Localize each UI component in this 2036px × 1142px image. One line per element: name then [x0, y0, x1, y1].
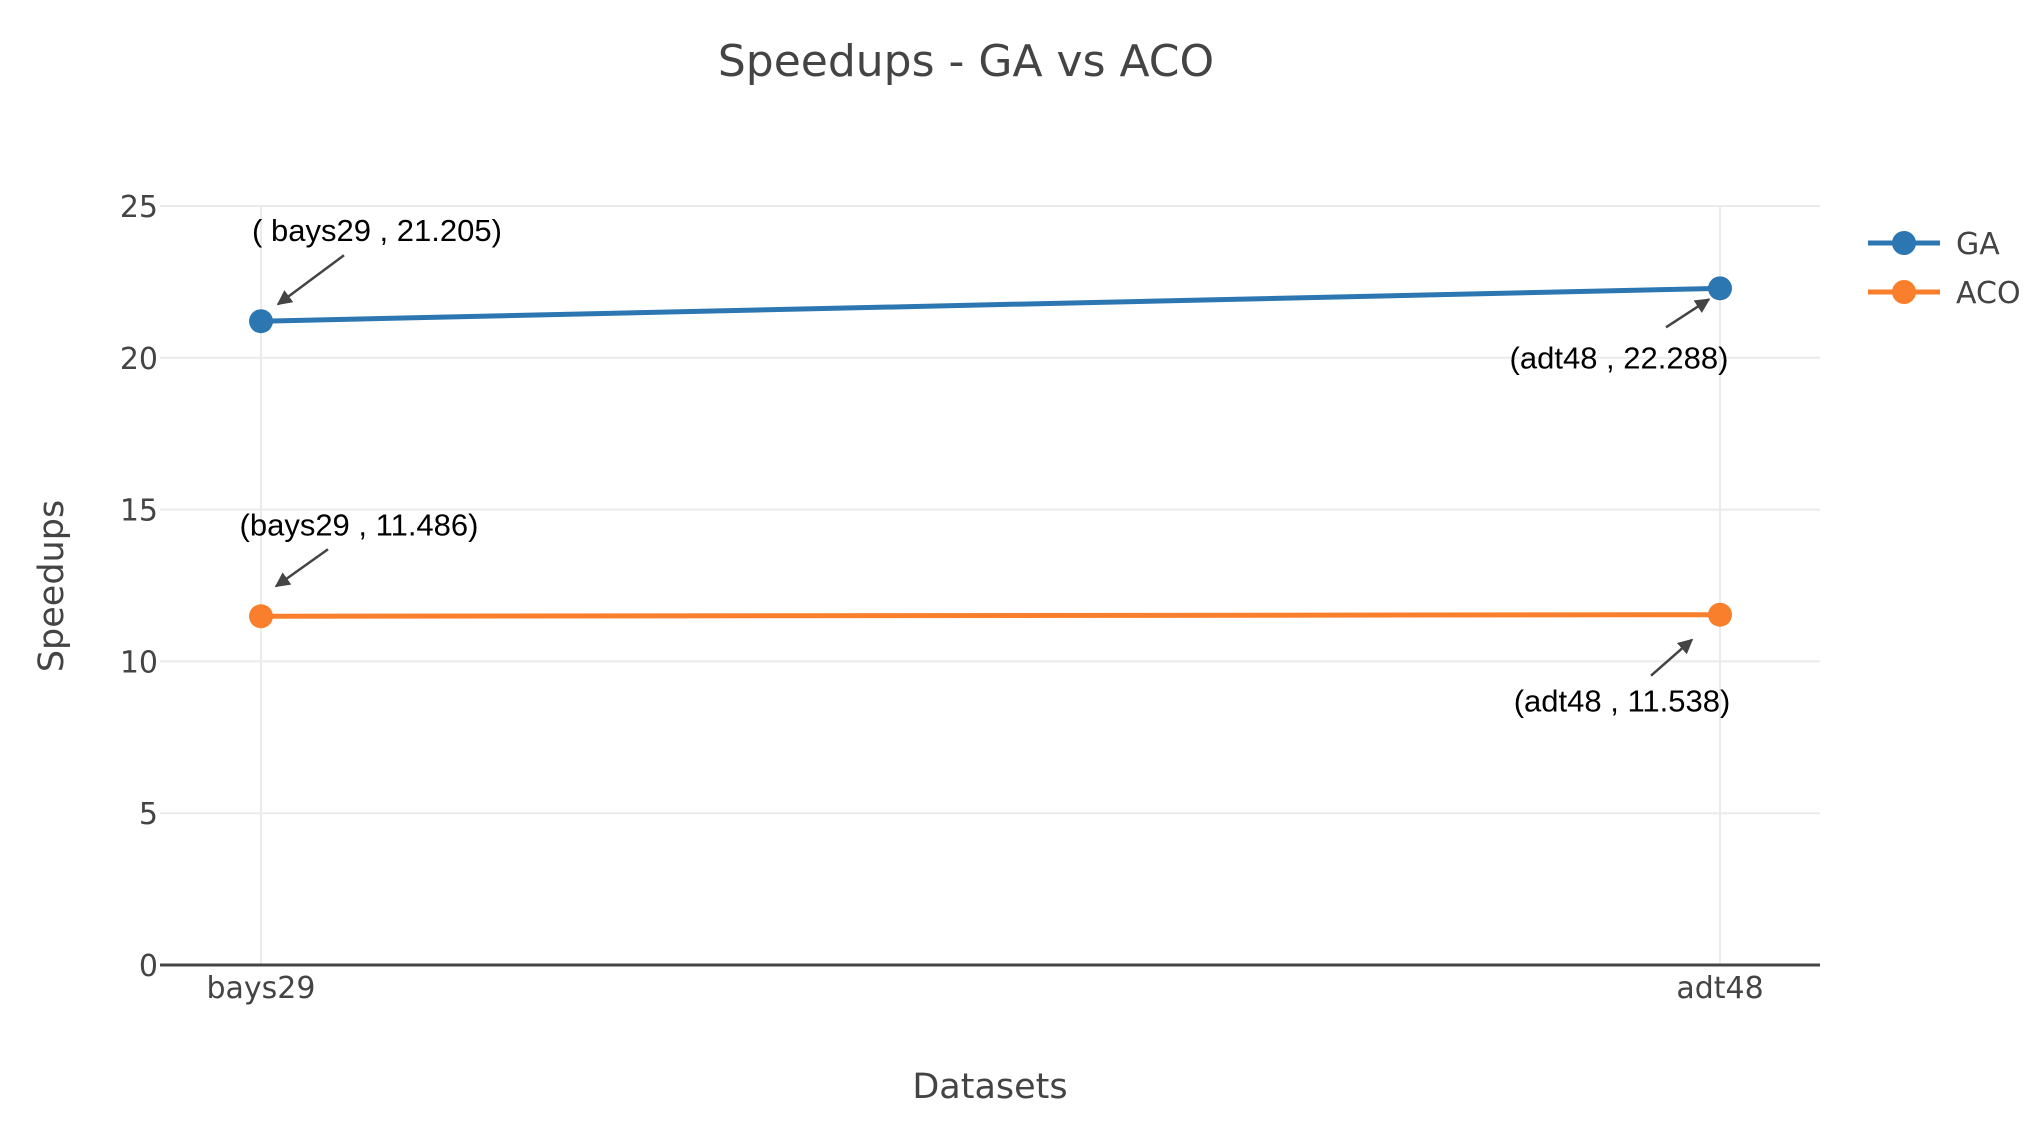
- data-point[interactable]: [1708, 276, 1732, 301]
- x-tick-label: bays29: [207, 971, 316, 1006]
- annotation-arrow: [274, 548, 329, 588]
- series-layer: [249, 276, 1732, 629]
- series-line: [260, 285, 1721, 324]
- y-tick-label: 0: [139, 949, 158, 984]
- legend-item-aco[interactable]: ACO: [1868, 276, 2021, 311]
- legend-item-ga[interactable]: GA: [1868, 227, 2000, 262]
- annotation-label: (bays29 , 11.486): [240, 507, 479, 542]
- legend-marker: [1892, 280, 1916, 304]
- x-axis-ticks: bays29 adt48: [207, 971, 1764, 1006]
- y-tick-label: 15: [120, 494, 158, 529]
- annotation-arrow: [276, 254, 345, 306]
- series-line: [260, 612, 1721, 619]
- annotation-arrow: [1665, 298, 1711, 329]
- series-ga: [249, 276, 1732, 334]
- x-tick-label: adt48: [1676, 971, 1763, 1006]
- legend-label: ACO: [1956, 276, 2021, 311]
- data-point[interactable]: [249, 604, 273, 629]
- series-aco: [249, 602, 1732, 629]
- chart-title: Speedups - GA vs ACO: [718, 36, 1214, 87]
- y-tick-label: 25: [120, 190, 158, 225]
- annotation-arrow: [1650, 638, 1694, 677]
- legend-marker: [1892, 231, 1916, 255]
- data-annotation: (adt48 , 11.538): [1514, 638, 1731, 719]
- legend-label: GA: [1956, 227, 2000, 262]
- annotation-layer: ( bays29 , 21.205) (adt48 , 22.288) (bays2…: [240, 213, 1731, 718]
- data-annotation: (adt48 , 22.288): [1510, 298, 1729, 375]
- annotation-label: (adt48 , 22.288): [1510, 340, 1729, 375]
- annotation-label: ( bays29 , 21.205): [252, 213, 502, 248]
- legend[interactable]: GA ACO: [1868, 227, 2021, 311]
- y-axis-title: Speedups: [32, 500, 72, 672]
- data-point[interactable]: [1708, 602, 1732, 627]
- data-annotation: ( bays29 , 21.205): [252, 213, 502, 306]
- y-axis-ticks: 0 5 10 15 20 25: [120, 190, 158, 984]
- data-annotation: (bays29 , 11.486): [240, 507, 479, 588]
- y-tick-label: 10: [120, 645, 158, 680]
- x-axis-title: Datasets: [912, 1067, 1067, 1107]
- data-point[interactable]: [249, 309, 273, 334]
- y-tick-label: 20: [120, 342, 158, 377]
- annotation-label: (adt48 , 11.538): [1514, 684, 1731, 719]
- y-tick-label: 5: [139, 797, 158, 832]
